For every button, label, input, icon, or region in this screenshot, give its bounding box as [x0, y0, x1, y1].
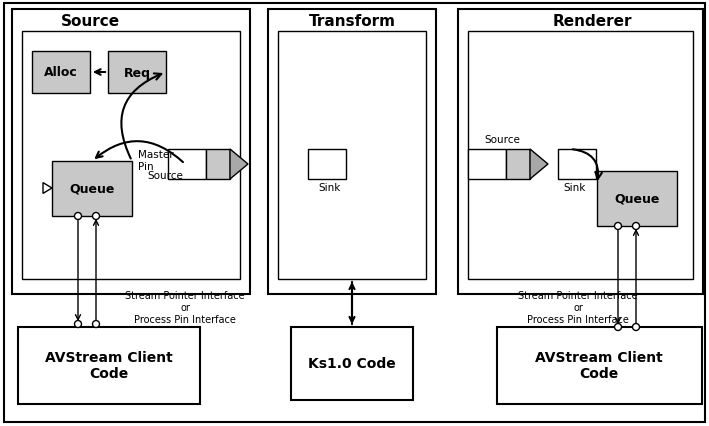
Text: Stream Pointer Interface
or
Process Pin Interface: Stream Pointer Interface or Process Pin … [125, 291, 245, 324]
Bar [168, 150, 206, 180]
Bar [108, 52, 166, 94]
Text: Source: Source [147, 170, 183, 181]
Text: Sink: Sink [319, 183, 341, 193]
Bar [52, 161, 132, 216]
Circle shape [615, 324, 622, 331]
Polygon shape [43, 183, 52, 194]
Bar [32, 52, 90, 94]
Bar [12, 10, 250, 294]
Bar [291, 327, 413, 400]
Bar [278, 32, 426, 279]
Text: Queue: Queue [69, 182, 115, 195]
Circle shape [74, 321, 82, 328]
Circle shape [92, 213, 99, 220]
Bar [268, 10, 436, 294]
Circle shape [92, 321, 99, 328]
Bar [468, 150, 506, 180]
Bar [597, 172, 677, 227]
Circle shape [615, 223, 622, 230]
Text: AVStream Client
Code: AVStream Client Code [45, 350, 173, 380]
Bar [308, 150, 346, 180]
Text: Stream Pointer Interface
or
Process Pin Interface: Stream Pointer Interface or Process Pin … [518, 291, 638, 324]
Polygon shape [230, 150, 248, 180]
Bar [506, 150, 530, 180]
Circle shape [632, 324, 640, 331]
Bar [497, 327, 702, 404]
Text: Source: Source [484, 135, 520, 145]
Text: Master
Pin: Master Pin [138, 150, 174, 171]
Text: Ks1.0 Code: Ks1.0 Code [308, 356, 396, 370]
Text: Renderer: Renderer [552, 14, 632, 29]
Circle shape [74, 213, 82, 220]
Bar [206, 150, 230, 180]
Bar [22, 32, 240, 279]
Text: Sink: Sink [564, 183, 586, 193]
Text: AVStream Client
Code: AVStream Client Code [535, 350, 663, 380]
Bar [458, 10, 703, 294]
Text: Req: Req [123, 66, 150, 79]
Text: Source: Source [60, 14, 120, 29]
Text: Alloc: Alloc [44, 66, 78, 79]
Circle shape [632, 223, 640, 230]
Polygon shape [530, 150, 548, 180]
Bar [468, 32, 693, 279]
Bar [558, 150, 596, 180]
Bar [18, 327, 200, 404]
Text: Transform: Transform [308, 14, 396, 29]
Text: Queue: Queue [614, 192, 659, 205]
